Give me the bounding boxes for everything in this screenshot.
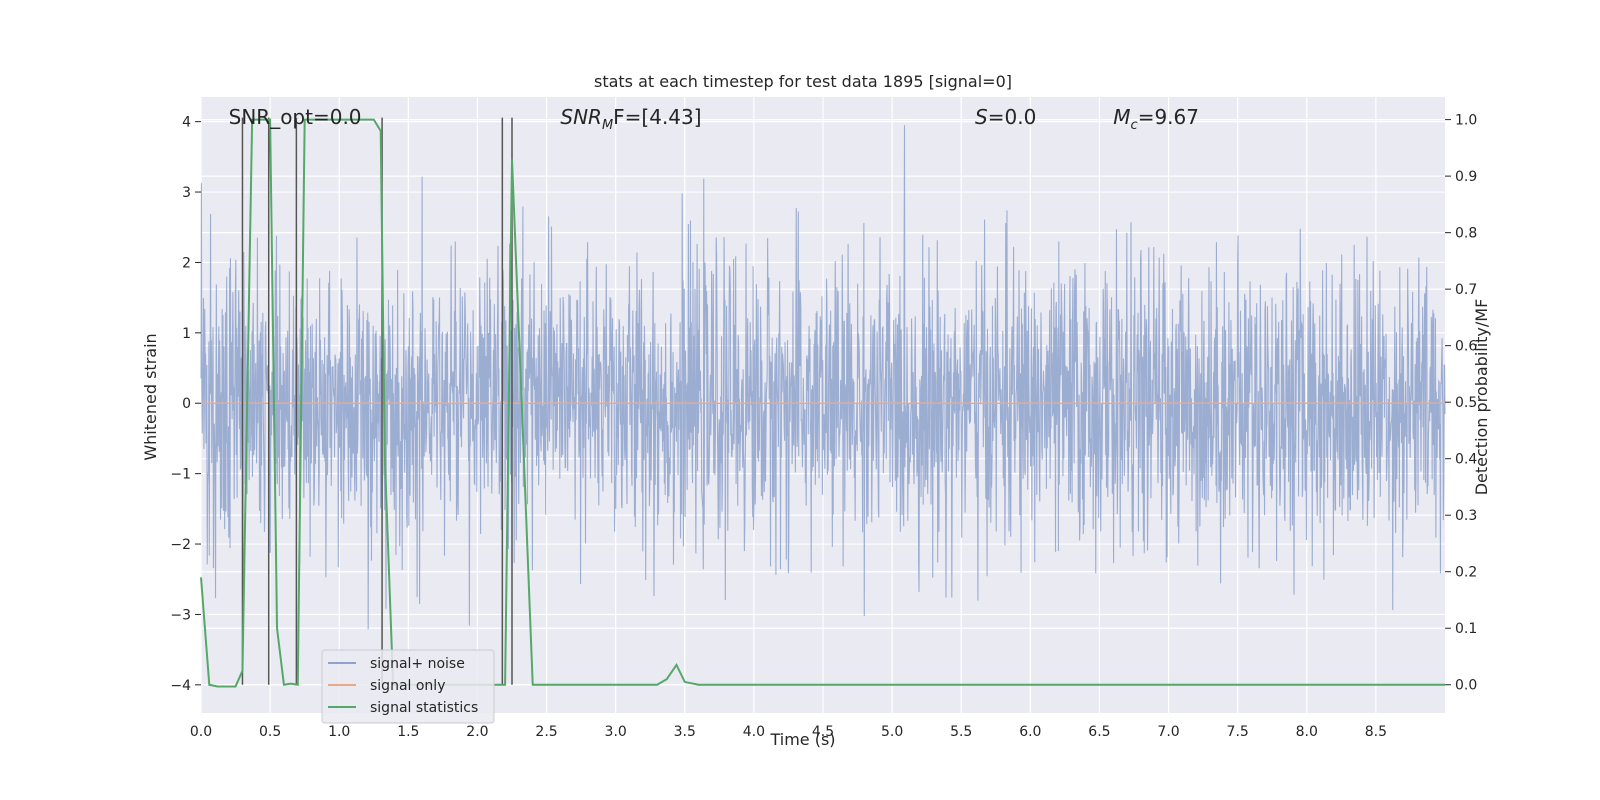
y-tick-label-right: 0.3 <box>1455 508 1477 524</box>
x-tick-label: 1.0 <box>328 724 350 740</box>
x-tick-label: 7.0 <box>1157 724 1179 740</box>
y-tick-label-right: 0.7 <box>1455 282 1477 298</box>
y-tick-label-left: −1 <box>170 467 191 483</box>
y-tick-label-right: 0.5 <box>1455 395 1477 411</box>
x-tick-label: 5.0 <box>881 724 903 740</box>
x-tick-label: 5.5 <box>950 724 972 740</box>
chart-title: stats at each timestep for test data 189… <box>594 72 1012 91</box>
x-tick-label: 8.5 <box>1365 724 1387 740</box>
x-tick-label: 8.0 <box>1296 724 1318 740</box>
legend-label-signal-only: signal only <box>370 678 445 694</box>
y-tick-label-right: 0.1 <box>1455 621 1477 637</box>
x-tick-label: 6.0 <box>1019 724 1041 740</box>
y-tick-label-left: 4 <box>182 115 191 131</box>
x-ticks: 0.0 0.5 1.0 1.5 2.0 2.5 3.0 3.5 4.0 4.5 5.0 5.5 6.0 6… <box>190 724 1387 740</box>
x-tick-label: 2.5 <box>535 724 557 740</box>
legend-label-statistics: signal statistics <box>370 700 478 716</box>
x-axis-label: Time (s) <box>769 730 835 749</box>
signal-statistics-series <box>200 118 1445 688</box>
y-tick-label-left: 0 <box>182 396 191 412</box>
y-tick-label-right: 0.8 <box>1455 226 1477 242</box>
y-axis-label-left: Whitened strain <box>141 333 160 460</box>
y-tick-label-right: 1.0 <box>1455 113 1477 129</box>
y-tick-label-right: 0.9 <box>1455 169 1477 185</box>
annotation-2: S=0.0 <box>975 105 1036 129</box>
x-tick-label: 1.5 <box>397 724 419 740</box>
x-tick-label: 7.5 <box>1227 724 1249 740</box>
annotations: SNR_opt=0.0 SNRMF=[4.43] S=0.0 Mc=9.67 <box>229 105 1199 133</box>
y-tick-label-right: 0.6 <box>1455 339 1477 355</box>
y-axis-label-right: Detection probability/MF <box>1472 299 1491 496</box>
x-tick-label: 0.5 <box>259 724 281 740</box>
y-tick-label-left: 1 <box>182 326 191 342</box>
annotation-3: Mc=9.67 <box>1113 105 1199 133</box>
y-tick-label-left: 2 <box>182 255 191 271</box>
legend-label-noise: signal+ noise <box>370 656 465 672</box>
y-tick-label-left: −4 <box>170 678 191 694</box>
statistics-line <box>200 118 1445 688</box>
x-tick-label: 3.0 <box>605 724 627 740</box>
y-ticks-left: −4 −3 −2 −1 0 1 2 3 4 <box>170 115 201 694</box>
x-tick-label: 6.5 <box>1088 724 1110 740</box>
annotation-0: SNR_opt=0.0 <box>229 105 362 129</box>
y-tick-label-right: 0.2 <box>1455 565 1477 581</box>
y-tick-label-left: −3 <box>170 607 191 623</box>
noise-line <box>200 125 1446 630</box>
y-tick-label-right: 0.4 <box>1455 452 1477 468</box>
y-tick-label-left: 3 <box>182 185 191 201</box>
x-tick-label: 2.0 <box>466 724 488 740</box>
legend-box <box>321 649 495 724</box>
x-tick-label: 4.5 <box>812 724 834 740</box>
noise-series <box>200 125 1446 630</box>
x-tick-label: 4.0 <box>743 724 765 740</box>
x-tick-label: 3.5 <box>674 724 696 740</box>
y-ticks-right: 0.0 0.1 0.2 0.3 0.4 0.5 0.6 0.7 0.8 0.9 1.0 <box>1445 113 1477 694</box>
annotation-1: SNRMF=[4.43] <box>560 105 701 133</box>
y-tick-label-right: 0.0 <box>1455 678 1477 694</box>
legend: signal+ noise signal only signal statist… <box>321 649 495 724</box>
y-tick-label-left: −2 <box>170 537 191 553</box>
x-tick-label: 0.0 <box>190 724 212 740</box>
